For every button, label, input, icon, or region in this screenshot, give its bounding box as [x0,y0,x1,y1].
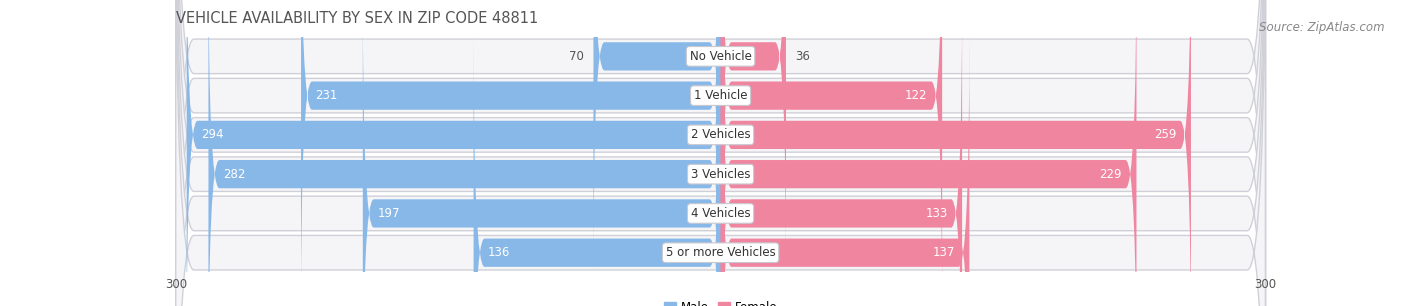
FancyBboxPatch shape [363,0,721,306]
FancyBboxPatch shape [176,0,1265,306]
Text: 4 Vehicles: 4 Vehicles [690,207,751,220]
FancyBboxPatch shape [721,0,962,306]
FancyBboxPatch shape [721,0,786,278]
FancyBboxPatch shape [721,0,1136,306]
Text: 133: 133 [925,207,948,220]
FancyBboxPatch shape [176,0,1265,306]
Text: 282: 282 [224,168,245,181]
FancyBboxPatch shape [721,0,942,306]
Text: 1 Vehicle: 1 Vehicle [693,89,748,102]
Text: 3 Vehicles: 3 Vehicles [690,168,751,181]
Text: 2 Vehicles: 2 Vehicles [690,129,751,141]
FancyBboxPatch shape [593,0,721,278]
FancyBboxPatch shape [721,31,969,306]
Text: VEHICLE AVAILABILITY BY SEX IN ZIP CODE 48811: VEHICLE AVAILABILITY BY SEX IN ZIP CODE … [176,11,538,26]
FancyBboxPatch shape [176,0,1265,306]
FancyBboxPatch shape [474,31,721,306]
Text: No Vehicle: No Vehicle [689,50,752,63]
FancyBboxPatch shape [176,0,1265,306]
FancyBboxPatch shape [176,0,1265,306]
FancyBboxPatch shape [176,0,1265,306]
Text: 231: 231 [315,89,337,102]
FancyBboxPatch shape [721,0,1191,306]
Text: 122: 122 [905,89,928,102]
FancyBboxPatch shape [208,0,721,306]
Text: 136: 136 [488,246,510,259]
FancyBboxPatch shape [301,0,721,306]
Legend: Male, Female: Male, Female [659,296,782,306]
Text: 197: 197 [377,207,399,220]
Text: 294: 294 [201,129,224,141]
Text: 137: 137 [932,246,955,259]
FancyBboxPatch shape [187,0,721,306]
Text: Source: ZipAtlas.com: Source: ZipAtlas.com [1260,21,1385,34]
Text: 70: 70 [569,50,585,63]
Text: 5 or more Vehicles: 5 or more Vehicles [665,246,776,259]
Text: 36: 36 [794,50,810,63]
Text: 259: 259 [1154,129,1177,141]
Text: 229: 229 [1099,168,1122,181]
